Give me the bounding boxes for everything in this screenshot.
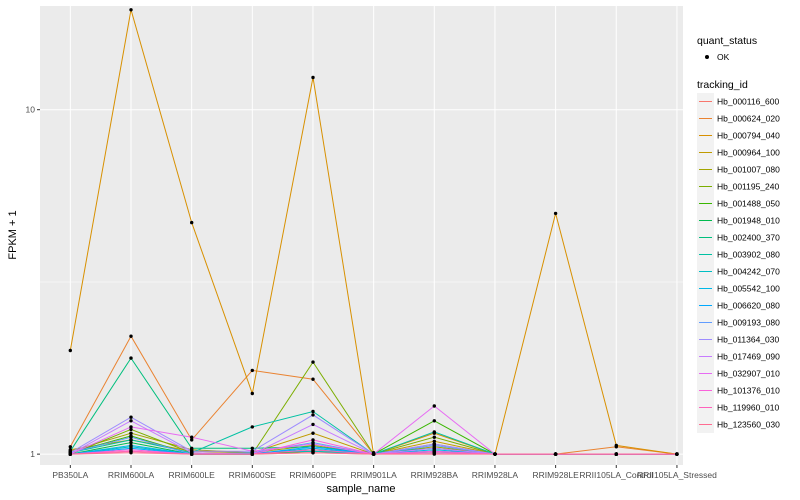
legend-entries: Hb_000116_600 Hb_000624_020 Hb_000794_040 H…	[697, 93, 780, 433]
x-axis-title: sample_name	[326, 483, 395, 495]
data-point-hb-000794-040-1	[129, 8, 133, 12]
data-point-hb-017469-090-6	[432, 446, 436, 450]
data-point-hb-003902-080-3	[250, 425, 254, 429]
data-point-hb-000794-040-8	[553, 211, 558, 216]
data-point-hb-000964-100-6	[432, 439, 436, 443]
data-point-hb-123560-030-8	[553, 452, 558, 456]
legend-label-hb-032907-010: Hb_032907_010	[717, 369, 780, 379]
data-point-hb-003902-080-6	[432, 430, 436, 434]
x-tick-label: RRIM600SE	[229, 470, 277, 480]
legend-label-hb-011364-030: Hb_011364_030	[717, 335, 780, 345]
plot-panel	[40, 6, 683, 465]
x-tick-label: RRIM600LE	[168, 470, 215, 480]
data-point-hb-017469-090-1	[129, 419, 133, 423]
data-point-hb-032907-010-4	[311, 442, 315, 446]
data-point-hb-123560-030-7	[493, 452, 497, 456]
legend-title-quant-status: quant_status	[697, 35, 757, 47]
data-point-hb-001488-050-6	[432, 419, 436, 423]
data-point-hb-000794-040-2	[190, 220, 194, 225]
data-point-hb-006620-080-4	[311, 445, 315, 449]
legend-label-hb-001948-010: Hb_001948_010	[717, 216, 780, 226]
y-tick-label: 1	[30, 449, 35, 459]
data-point-hb-011364-030-4	[311, 413, 315, 417]
data-point-hb-119960-010-4	[311, 448, 315, 452]
data-point-hb-001007-080-1	[129, 431, 133, 435]
legend-label-hb-001195-240: Hb_001195_240	[717, 182, 780, 192]
data-point-hb-000624-020-1	[129, 334, 133, 338]
data-point-hb-000794-040-3	[250, 391, 254, 396]
legend-label-hb-123560-030: Hb_123560_030	[717, 420, 780, 430]
data-point-hb-000624-020-0	[68, 445, 73, 449]
data-point-hb-123560-030-3	[250, 452, 254, 456]
legend-label-hb-006620-080: Hb_006620_080	[717, 301, 780, 311]
data-point-hb-101376-010-4	[311, 438, 315, 442]
legend-label-hb-002400-370: Hb_002400_370	[717, 233, 780, 243]
data-point-hb-000624-020-2	[190, 438, 194, 442]
legend-label-hb-005542-100: Hb_005542_100	[717, 284, 780, 294]
legend-label-hb-000116-600: Hb_000116_600	[717, 97, 780, 107]
data-point-hb-005542-100-1	[129, 443, 133, 448]
legend-label-hb-003902-080: Hb_003902_080	[717, 250, 780, 260]
data-point-hb-002400-370-1	[129, 356, 133, 360]
data-point-hb-123560-030-0	[68, 452, 73, 456]
data-point-hb-002400-370-2	[190, 446, 194, 450]
data-point-hb-003902-080-4	[311, 409, 315, 414]
legend-label-hb-001488-050: Hb_001488_050	[717, 199, 780, 209]
series-points	[68, 8, 679, 456]
data-point-hb-011364-030-1	[129, 415, 133, 419]
data-point-hb-000624-020-3	[250, 368, 254, 373]
data-point-hb-123560-030-4	[311, 451, 315, 455]
y-tick-label: 10	[26, 105, 36, 115]
x-tick-label: RRII105LA_Control	[579, 470, 653, 480]
legend-label-hb-101376-010: Hb_101376_010	[717, 386, 780, 396]
data-point-hb-017469-090-4	[311, 422, 315, 427]
legend-label-hb-000794-040: Hb_000794_040	[717, 131, 780, 141]
data-point-hb-123560-030-1	[129, 451, 133, 455]
x-tick-label: RRIM928BA	[411, 470, 459, 480]
data-point-hb-000794-040-9	[614, 443, 618, 448]
data-point-hb-001948-010-1	[129, 440, 133, 445]
data-point-hb-009193-080-1	[129, 435, 133, 439]
legend-point-key	[705, 55, 709, 59]
legend-label-hb-009193-080: Hb_009193_080	[717, 318, 780, 328]
x-tick-label: PB350LA	[52, 470, 88, 480]
data-point-hb-001195-240-6	[432, 435, 436, 439]
legend-label-ok: OK	[717, 52, 730, 62]
data-point-hb-000964-100-4	[311, 431, 315, 435]
data-point-hb-032907-010-2	[190, 435, 194, 439]
data-point-hb-000624-020-4	[311, 377, 315, 381]
legend-label-hb-004242-070: Hb_004242_070	[717, 267, 780, 277]
data-point-hb-123560-030-5	[371, 452, 376, 456]
data-point-hb-123560-030-10	[675, 452, 679, 456]
data-point-hb-032907-010-1	[129, 425, 133, 429]
legend: quant_status OK tracking_id Hb_000116_60…	[697, 35, 780, 433]
y-axis-title: FPKM + 1	[7, 210, 19, 259]
x-tick-label: RRIM928LA	[472, 470, 519, 480]
data-point-hb-002400-370-3	[250, 446, 254, 450]
data-point-hb-123560-030-2	[190, 452, 194, 456]
data-point-hb-123560-030-9	[614, 452, 618, 456]
data-point-hb-011364-030-6	[432, 442, 436, 446]
data-point-hb-001195-240-1	[129, 427, 133, 432]
data-point-hb-000794-040-4	[311, 75, 315, 80]
legend-label-hb-119960-010: Hb_119960_010	[717, 403, 780, 413]
data-point-hb-000794-040-0	[68, 348, 73, 353]
legend-label-hb-000624-020: Hb_000624_020	[717, 114, 780, 124]
legend-label-hb-000964-100: Hb_000964_100	[717, 148, 780, 158]
data-point-hb-123560-030-6	[432, 452, 436, 456]
axes: 1 10 PB350LA RRIM600LA RRIM600LE RRIM600SE RRI…	[26, 105, 718, 480]
data-point-hb-032907-010-3	[250, 449, 254, 453]
legend-label-hb-017469-090: Hb_017469_090	[717, 352, 780, 362]
x-tick-label: RRIM600PE	[289, 470, 337, 480]
x-tick-label: RRIM600LA	[108, 470, 155, 480]
legend-label-hb-001007-080: Hb_001007_080	[717, 165, 780, 175]
data-point-hb-032907-010-6	[432, 404, 436, 408]
legend-title-tracking-id: tracking_id	[697, 79, 748, 91]
x-tick-label: RRIM928LE	[532, 470, 579, 480]
x-tick-label: RRIM901LA	[350, 470, 397, 480]
x-tick-label: RRII105LA_Stressed	[637, 470, 717, 480]
data-point-hb-003902-080-1	[129, 438, 133, 442]
data-point-hb-001195-240-4	[311, 360, 315, 364]
